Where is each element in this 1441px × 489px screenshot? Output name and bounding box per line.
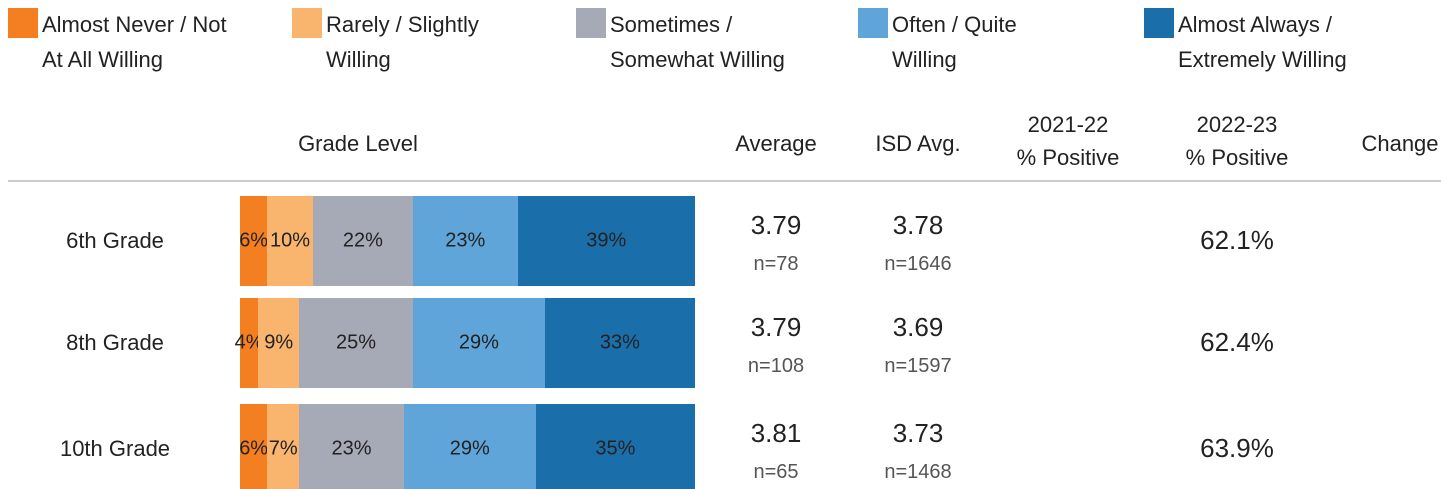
- isd-n: n=1597: [884, 355, 952, 377]
- legend-swatch: [8, 8, 38, 38]
- column-header: Average: [735, 131, 817, 156]
- positive-2022-23: 62.1%: [1200, 225, 1274, 255]
- category-label: 6th Grade: [66, 228, 164, 253]
- value-label: 35%: [595, 437, 636, 460]
- header-rule: [8, 180, 1441, 182]
- bar-segment: [517, 196, 695, 286]
- positive-2022-23: 62.4%: [1200, 327, 1274, 357]
- bar-segment: [258, 298, 300, 388]
- category-label: 8th Grade: [66, 330, 164, 355]
- bar-segment: [312, 196, 413, 286]
- bar-segment: [412, 298, 545, 388]
- column-header: 2021-22 % Positive: [1016, 112, 1120, 170]
- isd-n: n=1646: [884, 253, 952, 275]
- column-header: 2022-23 % Positive: [1185, 112, 1289, 170]
- value-label: 23%: [331, 437, 372, 460]
- bar-segment: [299, 298, 413, 388]
- legend-label: Rarely / Slightly Willing: [326, 12, 479, 72]
- column-header: ISD Avg.: [875, 131, 961, 156]
- legend-swatch: [576, 8, 606, 38]
- bar-segment: [267, 196, 313, 286]
- legend-label: Often / Quite Willing: [892, 12, 1017, 72]
- legend-label: Almost Never / Not At All Willing: [42, 12, 227, 72]
- bar-segment: [544, 298, 695, 388]
- value-label: 25%: [336, 331, 377, 354]
- legend-label: Almost Always / Extremely Willing: [1178, 12, 1347, 72]
- value-label: 39%: [586, 229, 627, 252]
- bar-segment: [535, 404, 695, 489]
- value-label: 29%: [449, 437, 490, 460]
- value-label: 6%: [239, 229, 269, 252]
- isd-average: 3.69: [892, 312, 944, 342]
- legend-swatch: [858, 8, 888, 38]
- bar-segment: [267, 404, 300, 489]
- value-label: 4%: [234, 331, 264, 354]
- legend-swatch: [1144, 8, 1174, 38]
- average: 3.79: [750, 210, 802, 240]
- column-header: Change: [1361, 131, 1439, 156]
- legend-swatch: [292, 8, 322, 38]
- average-n: n=78: [753, 253, 799, 275]
- average-n: n=108: [747, 355, 805, 377]
- value-label: 10%: [270, 229, 311, 252]
- isd-average: 3.78: [892, 210, 944, 240]
- bar-segment: [412, 196, 518, 286]
- value-label: 33%: [599, 331, 640, 354]
- value-label: 6%: [239, 437, 269, 460]
- value-label: 23%: [445, 229, 486, 252]
- bar-segment: [240, 298, 259, 388]
- average: 3.81: [750, 418, 802, 448]
- column-header: Grade Level: [298, 131, 418, 156]
- positive-2022-23: 63.9%: [1200, 433, 1274, 463]
- value-label: 7%: [268, 437, 298, 460]
- bar-segment: [240, 196, 268, 286]
- average-n: n=65: [753, 461, 799, 483]
- legend-label: Sometimes / Somewhat Willing: [610, 12, 785, 72]
- bar-segment: [240, 404, 268, 489]
- isd-n: n=1468: [884, 461, 952, 483]
- value-label: 9%: [264, 331, 294, 354]
- average: 3.79: [750, 312, 802, 342]
- category-label: 10th Grade: [59, 436, 171, 461]
- value-label: 29%: [458, 331, 499, 354]
- isd-average: 3.73: [892, 418, 944, 448]
- bar-segment: [403, 404, 536, 489]
- bar-segment: [299, 404, 404, 489]
- value-label: 22%: [342, 229, 383, 252]
